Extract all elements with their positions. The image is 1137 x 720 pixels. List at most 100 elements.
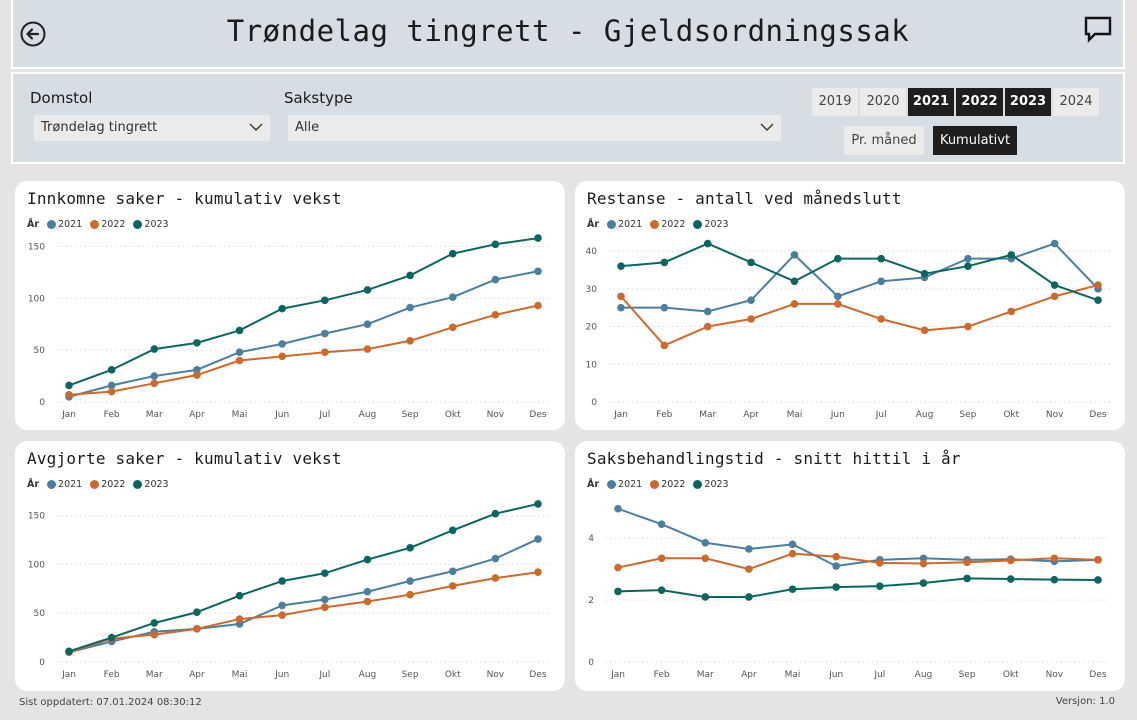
- data-point-2022[interactable]: [788, 549, 797, 558]
- data-point-2021[interactable]: [614, 504, 622, 513]
- data-point-2023[interactable]: [193, 608, 201, 617]
- data-point-2022[interactable]: [876, 559, 884, 567]
- data-point-2022[interactable]: [964, 322, 972, 331]
- data-point-2023[interactable]: [834, 254, 842, 263]
- data-point-2022[interactable]: [614, 563, 622, 572]
- data-point-2023[interactable]: [617, 262, 625, 270]
- data-point-2022[interactable]: [534, 301, 542, 310]
- data-point-2021[interactable]: [448, 567, 457, 576]
- data-point-2022[interactable]: [448, 323, 457, 332]
- data-point-2021[interactable]: [964, 254, 972, 263]
- data-point-2022[interactable]: [321, 603, 329, 612]
- data-point-2023[interactable]: [1006, 575, 1015, 583]
- data-point-2023[interactable]: [614, 587, 622, 596]
- data-point-2023[interactable]: [193, 339, 201, 347]
- legend-item-2023[interactable]: 2023: [693, 219, 729, 230]
- data-point-2023[interactable]: [491, 509, 500, 518]
- data-point-2021[interactable]: [448, 293, 457, 302]
- data-point-2022[interactable]: [193, 371, 201, 379]
- domstol-dropdown[interactable]: Trøndelag tingrett: [34, 115, 270, 141]
- data-point-2023[interactable]: [278, 577, 286, 585]
- data-point-2021[interactable]: [491, 554, 500, 563]
- data-point-2023[interactable]: [1050, 281, 1059, 289]
- data-point-2023[interactable]: [1007, 251, 1016, 259]
- monthly-mode-button[interactable]: Pr. måned: [844, 126, 924, 155]
- data-point-2023[interactable]: [790, 277, 799, 286]
- data-point-2023[interactable]: [150, 345, 159, 353]
- legend-item-2022[interactable]: 2022: [90, 479, 125, 490]
- data-point-2023[interactable]: [964, 262, 972, 270]
- data-point-2022[interactable]: [235, 356, 244, 365]
- data-point-2021[interactable]: [745, 545, 753, 553]
- data-point-2023[interactable]: [534, 234, 542, 242]
- data-point-2023[interactable]: [491, 240, 500, 249]
- data-point-2023[interactable]: [1050, 575, 1059, 584]
- data-point-2021[interactable]: [660, 303, 669, 312]
- data-point-2022[interactable]: [657, 554, 666, 563]
- data-point-2022[interactable]: [321, 348, 329, 356]
- legend-item-2022[interactable]: 2022: [650, 479, 685, 490]
- data-point-2023[interactable]: [107, 633, 116, 642]
- data-point-2022[interactable]: [703, 322, 712, 331]
- data-point-2022[interactable]: [65, 390, 73, 399]
- data-point-2023[interactable]: [65, 647, 73, 656]
- data-point-2022[interactable]: [660, 341, 669, 350]
- data-point-2023[interactable]: [703, 239, 712, 248]
- data-point-2021[interactable]: [790, 251, 799, 259]
- data-point-2021[interactable]: [278, 340, 286, 348]
- data-point-2023[interactable]: [107, 366, 116, 374]
- data-point-2023[interactable]: [747, 258, 755, 267]
- data-point-2021[interactable]: [788, 540, 797, 549]
- data-point-2023[interactable]: [745, 593, 753, 601]
- data-point-2023[interactable]: [877, 254, 885, 263]
- data-point-2021[interactable]: [363, 587, 372, 596]
- cumulative-mode-button[interactable]: Kumulativt: [933, 126, 1017, 155]
- data-point-2022[interactable]: [963, 558, 971, 567]
- data-point-2021[interactable]: [703, 307, 712, 316]
- data-point-2022[interactable]: [1094, 281, 1102, 289]
- data-point-2022[interactable]: [747, 315, 755, 323]
- data-point-2022[interactable]: [1007, 307, 1016, 316]
- data-point-2022[interactable]: [150, 630, 159, 639]
- legend-item-2023[interactable]: 2023: [133, 219, 169, 230]
- data-point-2021[interactable]: [534, 535, 542, 543]
- data-point-2021[interactable]: [278, 601, 286, 610]
- data-point-2023[interactable]: [534, 500, 542, 508]
- data-point-2023[interactable]: [919, 579, 928, 587]
- data-point-2022[interactable]: [107, 387, 116, 396]
- data-point-2023[interactable]: [406, 271, 414, 280]
- year-button-2021[interactable]: 2021: [908, 88, 954, 116]
- legend-item-2022[interactable]: 2022: [650, 219, 685, 230]
- data-point-2022[interactable]: [701, 554, 710, 563]
- year-button-2022[interactable]: 2022: [956, 88, 1003, 116]
- data-point-2023[interactable]: [832, 583, 840, 591]
- data-point-2023[interactable]: [321, 296, 329, 305]
- data-point-2022[interactable]: [617, 292, 625, 301]
- data-point-2021[interactable]: [1050, 239, 1059, 248]
- sakstype-dropdown[interactable]: Alle: [288, 115, 781, 141]
- year-button-2019[interactable]: 2019: [812, 88, 858, 116]
- data-point-2022[interactable]: [832, 552, 840, 561]
- data-point-2021[interactable]: [150, 372, 159, 380]
- data-point-2023[interactable]: [788, 585, 797, 594]
- data-point-2021[interactable]: [321, 329, 329, 338]
- data-point-2023[interactable]: [278, 304, 286, 313]
- legend-item-2021[interactable]: 2021: [47, 479, 82, 490]
- data-point-2022[interactable]: [834, 300, 842, 308]
- data-point-2023[interactable]: [321, 569, 329, 578]
- legend-item-2021[interactable]: 2021: [47, 219, 82, 230]
- data-point-2023[interactable]: [363, 555, 372, 564]
- data-point-2023[interactable]: [235, 326, 244, 335]
- data-point-2021[interactable]: [747, 296, 755, 304]
- comment-icon[interactable]: [1083, 15, 1113, 43]
- data-point-2022[interactable]: [363, 597, 372, 606]
- data-point-2022[interactable]: [1050, 292, 1059, 301]
- data-point-2023[interactable]: [363, 286, 372, 294]
- data-point-2021[interactable]: [617, 303, 625, 312]
- data-point-2023[interactable]: [150, 619, 159, 627]
- data-point-2023[interactable]: [65, 381, 73, 390]
- data-point-2023[interactable]: [963, 574, 971, 583]
- data-point-2021[interactable]: [235, 348, 244, 356]
- legend-item-2022[interactable]: 2022: [90, 219, 125, 230]
- data-point-2023[interactable]: [406, 544, 414, 552]
